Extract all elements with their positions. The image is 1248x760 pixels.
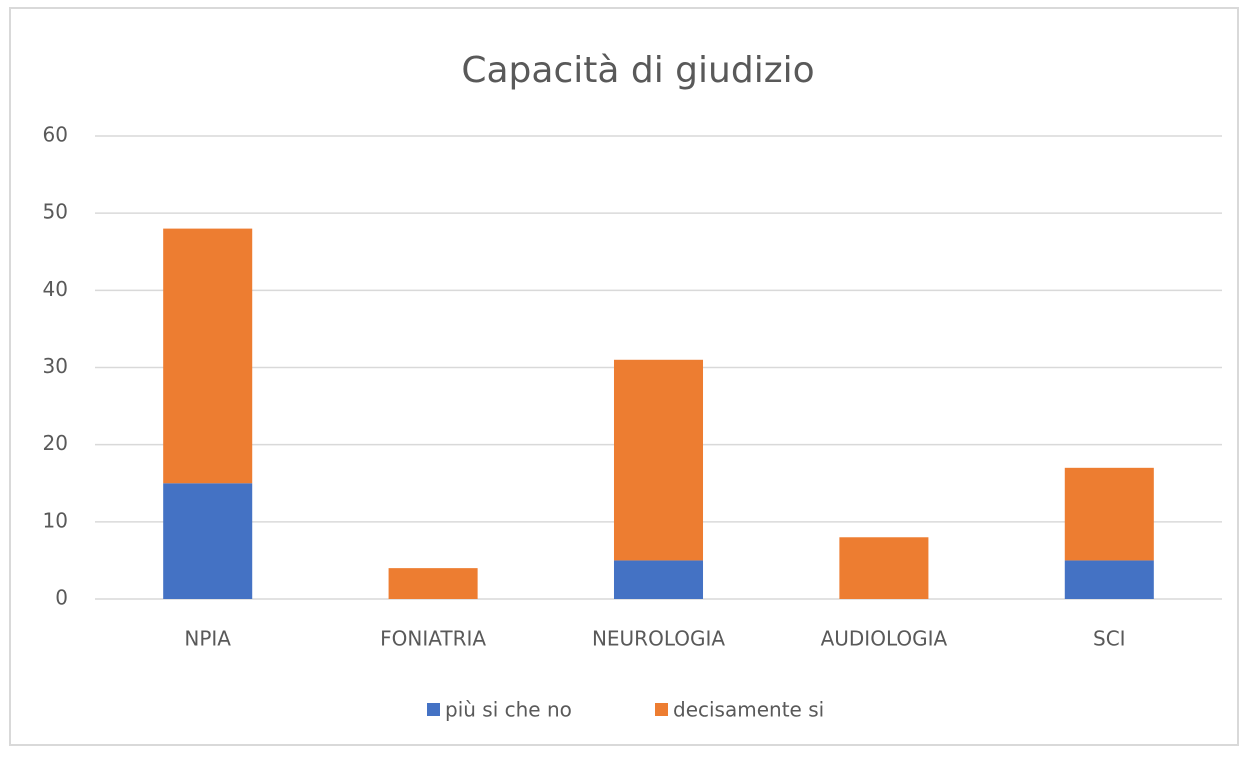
legend-label: più si che no [445,698,572,722]
y-tick-label: 30 [43,354,68,378]
y-tick-label: 40 [43,277,68,301]
legend-label: decisamente si [673,698,824,722]
x-tick-label: NPIA [184,627,231,651]
bar-segment [613,560,704,599]
bar-segment [1064,467,1154,561]
chart-title: Capacità di giudizio [461,50,814,91]
bar-segment [839,537,929,599]
bar-segment [163,228,253,484]
x-tick-label: SCI [1093,627,1126,651]
bar-segment [388,568,478,599]
legend-swatch [427,703,440,716]
y-tick-label: 50 [43,200,68,224]
y-tick-label: 10 [43,508,68,532]
y-tick-label: 20 [43,431,68,455]
bar-segment [613,359,704,561]
x-tick-label: NEUROLOGIA [592,627,725,651]
bar-segment [163,483,253,599]
x-tick-label: AUDIOLOGIA [821,627,948,651]
x-tick-label: FONIATRIA [380,627,486,651]
legend-swatch [655,703,668,716]
y-tick-label: 0 [55,586,68,610]
y-tick-label: 60 [43,123,68,147]
bar-segment [1064,560,1154,599]
